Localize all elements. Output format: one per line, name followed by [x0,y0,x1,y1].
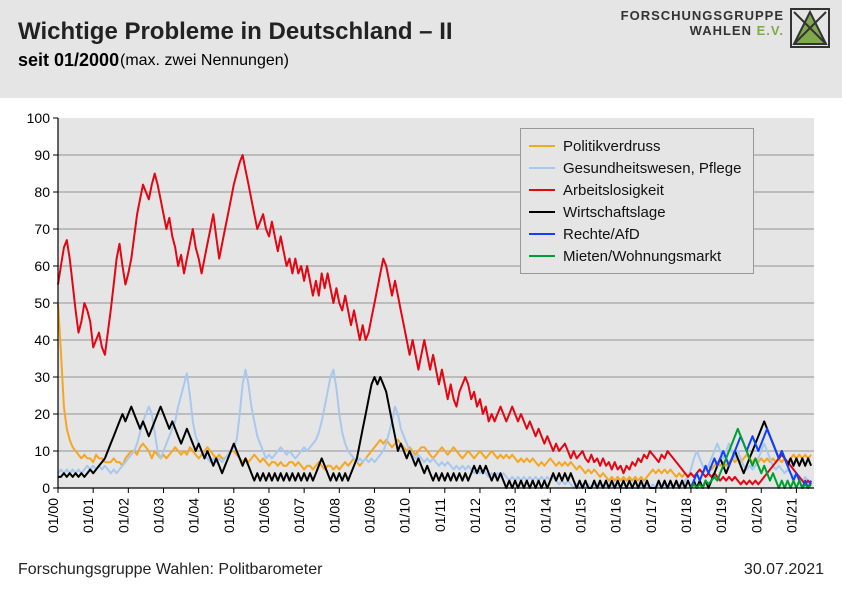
legend-item: Gesundheitswesen, Pflege [529,157,741,179]
svg-text:01/19: 01/19 [713,498,729,533]
legend-label: Mieten/Wohnungsmarkt [563,248,721,265]
svg-text:01/21: 01/21 [783,498,799,533]
legend-swatch [529,167,555,169]
svg-text:01/17: 01/17 [643,498,659,533]
svg-text:01/14: 01/14 [537,498,553,533]
svg-text:01/08: 01/08 [326,498,342,533]
svg-text:01/18: 01/18 [678,498,694,533]
svg-text:01/13: 01/13 [502,498,518,533]
svg-text:20: 20 [34,406,50,422]
legend-label: Gesundheitswesen, Pflege [563,160,741,177]
svg-text:0: 0 [42,480,50,496]
svg-text:01/09: 01/09 [361,498,377,533]
svg-text:60: 60 [34,258,50,274]
svg-text:10: 10 [34,443,50,459]
svg-text:01/07: 01/07 [291,498,307,533]
legend-label: Wirtschaftslage [563,204,666,221]
svg-text:70: 70 [34,221,50,237]
legend-swatch [529,189,555,191]
svg-text:01/10: 01/10 [397,498,413,533]
legend-label: Politikverdruss [563,138,661,155]
legend-swatch [529,145,555,147]
legend-box: Politikverdruss Gesundheitswesen, Pflege A… [520,128,754,274]
legend-item: Arbeitslosigkeit [529,179,741,201]
svg-text:01/06: 01/06 [256,498,272,533]
svg-text:50: 50 [34,295,50,311]
legend-swatch [529,211,555,213]
svg-text:30: 30 [34,369,50,385]
svg-text:01/11: 01/11 [432,498,448,532]
svg-text:100: 100 [27,110,51,126]
footer-date: 30.07.2021 [744,561,824,579]
legend-label: Rechte/AfD [563,226,640,243]
line-chart: 0 10 20 30 40 50 60 70 80 90 100 01/00 01/01 01/02 01/… [0,0,842,595]
footer-source: Forschungsgruppe Wahlen: Politbarometer [18,561,322,579]
svg-text:01/00: 01/00 [45,498,61,533]
svg-text:40: 40 [34,332,50,348]
svg-text:01/05: 01/05 [221,498,237,533]
figure-root: Wichtige Probleme in Deutschland – II se… [0,0,842,595]
svg-text:01/03: 01/03 [150,498,166,533]
legend-label: Arbeitslosigkeit [563,182,664,199]
svg-text:01/02: 01/02 [115,498,131,533]
legend-item: Wirtschaftslage [529,201,741,223]
legend-item: Rechte/AfD [529,223,741,245]
svg-text:01/20: 01/20 [748,498,764,533]
svg-text:80: 80 [34,184,50,200]
svg-text:01/16: 01/16 [608,498,624,533]
legend-item: Mieten/Wohnungsmarkt [529,245,741,267]
legend-swatch [529,255,555,257]
svg-text:90: 90 [34,147,50,163]
svg-text:01/04: 01/04 [186,498,202,533]
svg-text:01/15: 01/15 [572,498,588,533]
legend-swatch [529,233,555,235]
legend-item: Politikverdruss [529,135,741,157]
svg-text:01/01: 01/01 [80,498,96,533]
svg-text:01/12: 01/12 [467,498,483,533]
